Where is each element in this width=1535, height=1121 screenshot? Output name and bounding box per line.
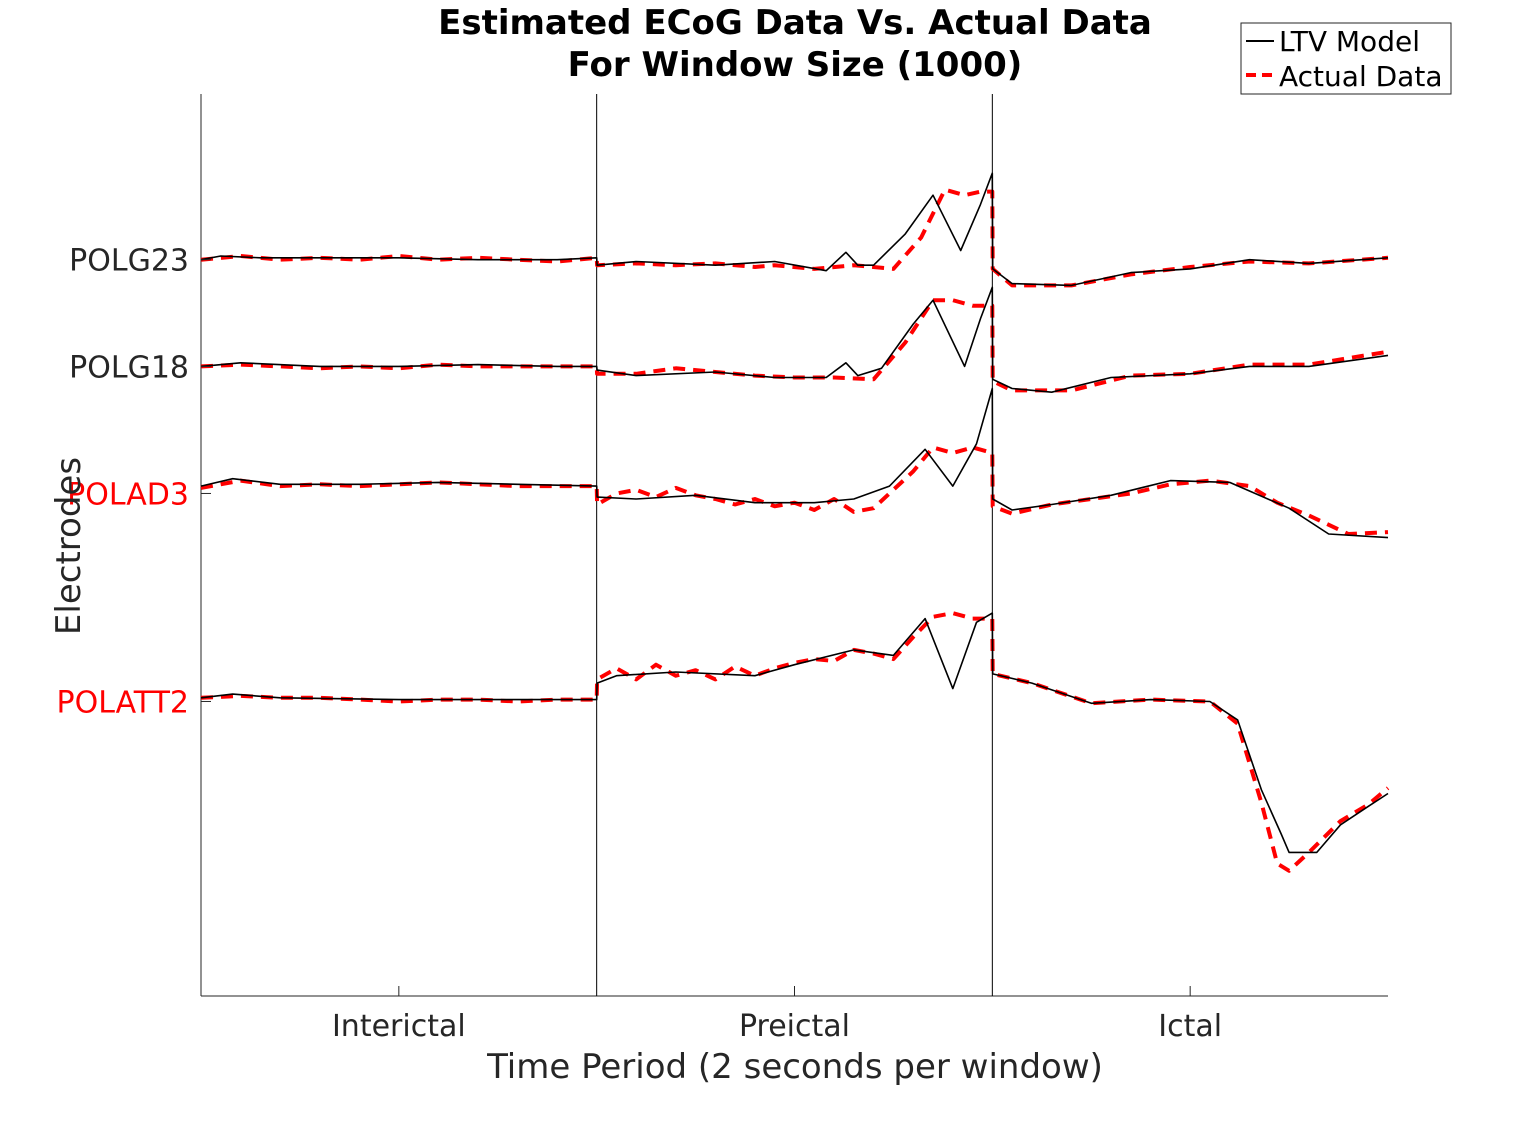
- chart-title-line-2: For Window Size (1000): [568, 45, 1023, 85]
- ltv-model-line-polad3: [200, 387, 1389, 539]
- chart-title-line-1: Estimated ECoG Data Vs. Actual Data: [438, 3, 1152, 43]
- legend: LTV Model Actual Data: [1240, 22, 1452, 95]
- actual-data-line-polg23: [200, 187, 1389, 288]
- electrode-label-polg23: POLG23: [69, 244, 189, 279]
- plot-area: [200, 94, 1390, 997]
- actual-data-line-polad3: [200, 445, 1389, 536]
- y-axis: POLG23 POLG18 POLAD3 POLATT2: [56, 244, 211, 720]
- ltv-model-line-polg18: [200, 286, 1389, 393]
- electrode-label-polg18: POLG18: [69, 350, 189, 385]
- legend-label-actual-data: Actual Data: [1279, 60, 1442, 93]
- electrode-label-polad3: POLAD3: [67, 477, 189, 512]
- x-tick-label-1: Interictal: [332, 1009, 466, 1044]
- x-axis: Interictal Preictal Ictal: [332, 986, 1222, 1044]
- y-axis-label: Electrodes: [49, 457, 89, 635]
- x-axis-label: Time Period (2 seconds per window): [486, 1047, 1103, 1087]
- ltv-model-line-polg23: [200, 172, 1389, 287]
- x-tick-label-2: Preictal: [739, 1009, 850, 1044]
- x-tick-label-3: Ictal: [1158, 1009, 1222, 1044]
- legend-box: [1240, 22, 1452, 95]
- electrode-label-polatt2: POLATT2: [56, 685, 189, 720]
- legend-label-ltv-model: LTV Model: [1279, 25, 1420, 58]
- actual-data-line-polatt2: [200, 611, 1390, 873]
- ltv-model-line-polatt2: [200, 612, 1389, 854]
